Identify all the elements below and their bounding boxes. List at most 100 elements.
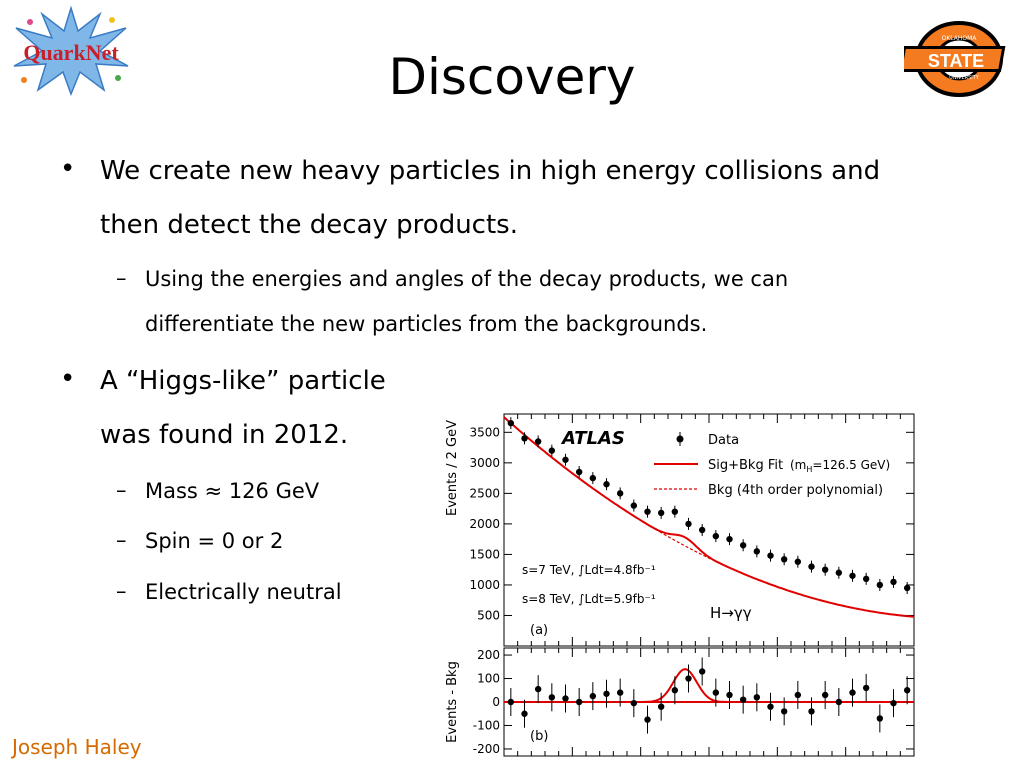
university-logo-text: UNIVERSITY — [949, 75, 980, 81]
residual-point — [767, 703, 774, 710]
residual-point — [685, 675, 692, 682]
residual-point — [876, 715, 884, 722]
residual-point — [862, 684, 870, 692]
residual-point — [603, 690, 610, 697]
legend-fit-mass-prefix: (m — [790, 458, 806, 472]
sub-bullet-marker: – — [116, 528, 127, 552]
residual-point — [821, 691, 829, 699]
legend-data-label: Data — [708, 433, 739, 448]
data-point — [575, 468, 583, 476]
residual-signal-curve — [613, 668, 757, 703]
residual-point — [794, 691, 802, 699]
residual-point — [726, 691, 733, 699]
atlas-label: ATLAS — [560, 428, 625, 449]
residual-point — [671, 687, 679, 694]
top-y-tick-label: 1000 — [469, 578, 500, 592]
sub-bullet-marker: – — [116, 478, 127, 502]
data-point — [562, 456, 569, 463]
data-point — [739, 542, 747, 549]
data-point — [521, 435, 528, 442]
legend-fit-label: Sig+Bkg Fit — [708, 458, 783, 473]
data-point — [876, 581, 884, 589]
top-y-tick-label: 1500 — [469, 547, 500, 561]
data-point — [671, 508, 679, 515]
bottom-y-tick-label: 0 — [492, 695, 500, 709]
data-point — [903, 584, 911, 592]
bullet-marker: • — [60, 364, 76, 394]
bullet-1-line-1: We create new heavy particles in high en… — [100, 156, 881, 186]
data-point — [644, 508, 651, 515]
residual-point — [630, 699, 638, 707]
residual-point — [534, 685, 542, 693]
residual-point — [849, 689, 856, 696]
residual-point — [548, 694, 556, 701]
bullet-1-line-2: then detect the decay products. — [100, 210, 518, 240]
sub-bullet-1-line-1: Using the energies and angles of the dec… — [145, 267, 789, 291]
bullet-2-line-2: was found in 2012. — [100, 420, 349, 450]
sub-bullet-spin: Spin = 0 or 2 — [145, 529, 284, 553]
residual-point — [890, 699, 897, 707]
residual-point — [616, 689, 624, 696]
bullet-marker: • — [60, 154, 76, 184]
residual-point — [698, 668, 706, 675]
residual-point — [780, 708, 788, 715]
residual-point — [507, 698, 515, 706]
data-point — [808, 563, 815, 570]
top-y-tick-label: 2000 — [469, 517, 500, 531]
data-point — [726, 535, 733, 543]
residual-point — [575, 698, 583, 706]
panel-b-label: (b) — [530, 729, 548, 744]
legend-fit-mass-sub: H — [806, 465, 812, 474]
legend-fit-mass: (mH=126.5 GeV) — [790, 458, 890, 474]
data-point — [794, 558, 802, 565]
annotation-channel: H→γγ — [710, 604, 752, 622]
residual-point — [644, 716, 651, 723]
bottom-y-tick-label: -100 — [473, 718, 500, 732]
atlas-higgs-plot: 500 1000 1500 2000 2500 3000 3500 200 100 0 -100-… — [432, 408, 920, 760]
footer-author: Joseph Haley — [12, 735, 142, 759]
legend-fit-mass-suffix: =126.5 GeV) — [812, 458, 890, 472]
data-point — [548, 447, 556, 454]
top-y-axis-label: Events / 2 GeV — [445, 420, 460, 516]
residual-point — [589, 692, 597, 700]
residual-point — [835, 698, 843, 706]
residual-point — [753, 694, 761, 701]
data-point — [780, 556, 788, 563]
data-point — [890, 578, 897, 586]
bottom-y-tick-label: 200 — [477, 648, 500, 662]
data-point — [753, 548, 761, 555]
residual-point — [808, 708, 815, 715]
bottom-y-axis-label: Events - Bkg — [445, 661, 460, 743]
residual-point — [657, 703, 665, 710]
oklahoma-state-logo: OKLAHOMA STATE UNIVERSITY — [898, 20, 1014, 98]
data-point — [616, 490, 624, 497]
data-point — [862, 575, 870, 583]
top-y-tick-label: 3000 — [469, 456, 500, 470]
legend-bkg-label: Bkg (4th order polynomial) — [708, 483, 883, 498]
fit-curve — [503, 416, 915, 618]
residual-point — [562, 695, 569, 702]
state-logo-text: STATE — [928, 51, 984, 71]
data-point — [630, 502, 638, 509]
top-y-tick-label: 3500 — [469, 425, 500, 439]
data-point — [534, 438, 542, 445]
data-point — [712, 532, 720, 540]
residual-point — [712, 689, 720, 696]
slide-title: Discovery — [388, 48, 636, 106]
data-point — [849, 572, 856, 579]
residual-point — [739, 696, 747, 703]
sub-bullet-marker: – — [116, 266, 127, 290]
annotation-8tev: s=8 TeV, ∫Ldt=5.9fb⁻¹ — [522, 592, 656, 606]
top-y-tick-label: 500 — [477, 608, 500, 622]
annotation-7tev: s=7 TeV, ∫Ldt=4.8fb⁻¹ — [522, 563, 656, 577]
quarknet-logo: QuarkNet — [8, 5, 134, 97]
data-point — [821, 566, 829, 573]
data-point — [685, 520, 692, 528]
top-y-tick-label: 2500 — [469, 486, 500, 500]
bottom-y-tick-label: -200 — [473, 742, 500, 756]
data-point — [657, 509, 665, 517]
residual-point — [521, 710, 528, 717]
bullet-2-line-1: A “Higgs-like” particle — [100, 366, 386, 396]
data-point — [767, 552, 774, 559]
data-point — [589, 474, 597, 482]
